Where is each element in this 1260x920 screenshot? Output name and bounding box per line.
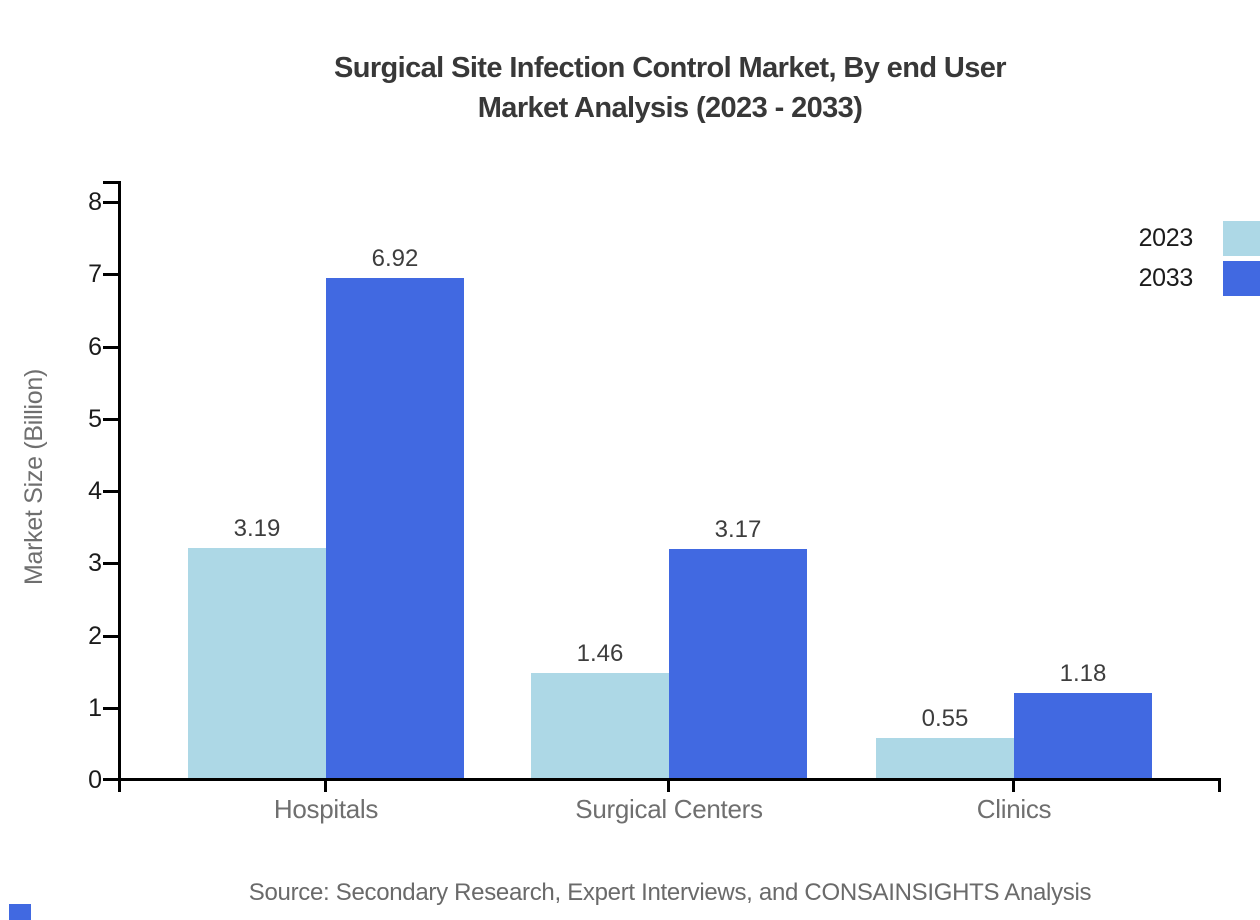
chart-title-line1: Surgical Site Infection Control Market, …	[334, 52, 1007, 84]
y-tick-label: 6	[88, 332, 102, 361]
y-tick-label: 5	[88, 404, 102, 433]
bar-2023-clinics	[876, 738, 1014, 778]
y-tick	[103, 273, 118, 277]
x-axis-line	[103, 778, 1221, 781]
y-tick-label: 4	[88, 477, 102, 505]
legend-label-2023: 2023	[1138, 224, 1194, 252]
bar-value-label: 3.19	[233, 515, 281, 542]
x-tick	[324, 778, 327, 792]
legend-row: 2033	[0, 260, 1260, 300]
y-tick	[103, 562, 118, 566]
x-axis-end-cap	[1218, 778, 1221, 792]
y-tick-label: 0	[88, 766, 102, 794]
y-tick	[103, 706, 118, 710]
category-label: Hospitals	[273, 794, 379, 824]
legend-swatch-2023	[1223, 221, 1260, 256]
bar-value-label: 6.92	[371, 245, 419, 272]
x-tick	[1012, 778, 1015, 792]
category-label: Surgical Centers	[575, 794, 763, 824]
y-tick	[103, 490, 118, 493]
category-label: Clinics	[976, 794, 1052, 824]
legend-swatch-2033	[1223, 261, 1260, 296]
y-tick	[103, 201, 118, 204]
bar-2023-surgical-centers	[531, 673, 669, 778]
legend-label-2033: 2033	[1138, 264, 1194, 292]
x-tick	[667, 778, 670, 792]
y-tick	[103, 634, 118, 638]
bar-2023-hospitals	[188, 548, 326, 778]
y-tick-label: 8	[88, 188, 102, 216]
bar-2033-clinics	[1014, 693, 1152, 778]
y-tick	[103, 417, 118, 421]
legend-row: 2023	[0, 220, 1260, 260]
chart-title: Surgical Site Infection Control Market, …	[85, 48, 1255, 128]
chart-title-line2: Market Analysis (2023 - 2033)	[477, 92, 863, 124]
y-tick-label: 7	[88, 260, 102, 289]
bar-value-label: 1.18	[1059, 660, 1107, 687]
bar-2033-hospitals	[326, 278, 464, 778]
y-tick-label: 2	[88, 621, 102, 650]
bar-value-label: 3.17	[714, 516, 762, 543]
bar-value-label: 0.55	[921, 705, 969, 732]
bar-2033-surgical-centers	[669, 549, 807, 778]
y-axis-line	[118, 181, 121, 792]
bar-value-label: 1.46	[576, 640, 624, 667]
y-tick-label: 3	[88, 549, 102, 578]
y-tick-label: 1	[88, 693, 102, 722]
y-tick	[103, 345, 118, 349]
y-axis-top-cap	[103, 181, 121, 184]
y-axis-title: Market Size (Billion)	[20, 369, 48, 585]
source-caption: Source: Secondary Research, Expert Inter…	[248, 879, 1092, 906]
brand-mark	[9, 904, 31, 920]
